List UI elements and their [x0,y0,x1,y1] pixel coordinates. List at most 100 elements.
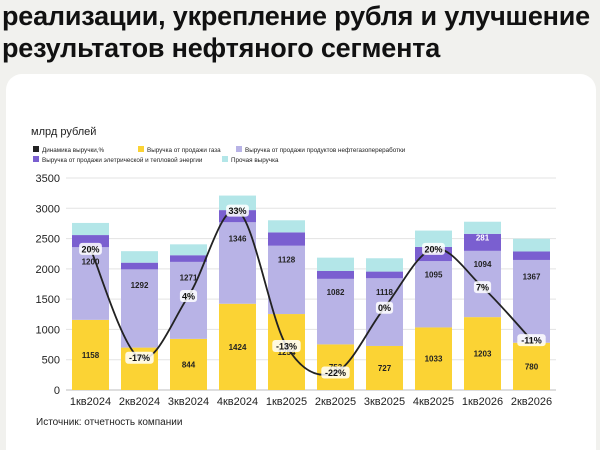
legend-label: Динамика выручки,% [42,147,105,154]
y-tick-label: 0 [54,385,60,397]
x-tick-label: 4кв2024 [217,396,258,408]
line-data-label: 20% [81,244,99,254]
x-tick-label: 3кв2024 [168,396,209,408]
line-label-bg [125,351,154,364]
legend-label: Выручка от продажи продуктов нефтегазопе… [245,146,406,154]
y-tick-label: 2500 [36,234,60,246]
line-data-label: 7% [476,283,489,293]
line-label-bg [321,366,350,379]
bar-segment [72,222,109,236]
bar-data-label: 1200 [82,258,100,267]
bar-segment [72,319,109,390]
bar-segment [366,271,403,279]
x-tick-label: 2кв2025 [315,396,356,408]
bar-segment [513,238,550,252]
bar-segment [317,278,354,345]
y-tick-label: 1000 [36,324,60,336]
x-tick-label: 3кв2025 [364,396,405,408]
bar-segment [464,233,501,251]
bar-segment [513,259,550,343]
bar-segment [219,303,256,390]
bar-segment [317,257,354,271]
bar-segment [513,251,550,260]
line-label-bg [226,204,249,217]
bar-segment [121,269,158,348]
bar-segment [170,338,207,390]
line-data-label: -13% [276,341,297,351]
bar-segment [268,232,305,246]
bar-segment [268,220,305,233]
line-label-bg [375,301,394,314]
bar-data-label: 1082 [327,288,345,297]
legend-swatch [33,156,39,162]
x-tick-label: 1кв2026 [462,396,503,408]
legend-label: Выручка от продажи газа [147,147,221,154]
bar-segment [464,221,501,234]
legend-swatch [222,156,228,162]
line-data-label: -11% [521,336,542,346]
x-tick-label: 1кв2024 [70,396,111,408]
line-data-label: -22% [325,368,346,378]
bar-segment [317,270,354,279]
line-label-bg [473,281,492,294]
bar-segment [219,222,256,304]
bar-segment [366,345,403,390]
legend-swatch [33,146,39,152]
bar-data-label: 1128 [278,255,296,264]
bar-segment [268,314,305,390]
x-tick-label: 2кв2026 [511,396,552,408]
bar-data-label: 844 [182,360,196,369]
bar-data-label: 727 [378,364,392,373]
bar-data-label: 1254 [278,348,296,357]
bar-data-label: 1203 [474,350,492,359]
bar-data-label: 1346 [229,235,247,244]
legend-swatch [138,146,144,152]
bar-data-label: 1367 [523,273,541,282]
line-data-label: 4% [182,291,195,301]
legend-label: Выручка от продажи элетрической и теплов… [42,156,203,164]
bar-segment [415,261,452,328]
bar-data-label: 1118 [376,288,393,297]
headline-line-2: результатов нефтяного сегмента [2,33,441,63]
y-axis-label: млрд рублей [31,126,96,138]
x-tick-label: 1кв2025 [266,396,307,408]
y-tick-label: 3000 [36,203,60,215]
headline-line-1: реализации, укрепление рубля и улучшение [2,1,590,31]
line-data-label: -17% [129,353,150,363]
legend-label: Прочая выручка [231,157,279,164]
y-tick-label: 1500 [36,294,60,306]
bar-segment [268,245,305,315]
bar-data-label: 281 [476,233,490,242]
line-label-bg [79,242,102,255]
bar-segment [121,251,158,263]
line-data-label: 33% [228,206,246,216]
line-data-label: 20% [424,244,442,254]
y-tick-label: 500 [42,355,60,367]
bar-data-label: 1271 [180,273,198,282]
y-tick-label: 3500 [36,173,60,185]
x-tick-label: 2кв2024 [119,396,160,408]
bar-segment [415,230,452,247]
bar-segment [121,262,158,270]
line-label-bg [272,339,301,352]
line-data-label: 0% [378,303,391,313]
bar-data-label: 1158 [82,351,100,360]
bar-segment [415,327,452,390]
bar-data-label: 780 [525,362,539,371]
bar-segment [170,255,207,262]
bar-data-label: 1424 [229,343,247,352]
bar-data-label: 1033 [425,355,443,364]
headline: реализации, укрепление рубля и улучшение… [2,0,600,64]
bar-segment [366,258,403,272]
bar-data-label: 1094 [474,260,492,269]
line-label-bg [179,289,198,302]
bar-data-label: 1095 [425,270,443,279]
bar-segment [513,342,550,390]
bar-segment [464,317,501,390]
line-label-bg [422,242,445,255]
bar-data-label: 1292 [131,281,149,290]
y-tick-label: 2000 [36,264,60,276]
line-label-bg [517,334,546,347]
source-note: Источник: отчетность компании [36,417,183,428]
